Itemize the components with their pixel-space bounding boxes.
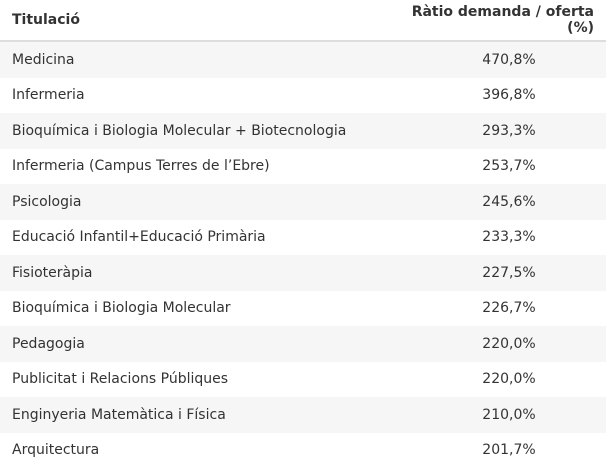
table-body: Medicina 470,8% Infermeria 396,8% Bioquí… (0, 41, 606, 468)
cell-titulacio: Fisioteràpia (0, 255, 384, 291)
table-row: Educació Infantil+Educació Primària 233,… (0, 220, 606, 256)
cell-titulacio: Pedagogia (0, 326, 384, 362)
table-header: Titulació Ràtio demanda / oferta (%) (0, 0, 606, 41)
header-titulacio: Titulació (0, 0, 384, 41)
cell-titulacio: Bioquímica i Biologia Molecular (0, 291, 384, 327)
cell-titulacio: Educació Infantil+Educació Primària (0, 220, 384, 256)
table-row: Bioquímica i Biologia Molecular + Biotec… (0, 113, 606, 149)
cell-titulacio: Psicologia (0, 184, 384, 220)
cell-ratio: 253,7% (384, 149, 606, 185)
cell-titulacio: Arquitectura (0, 433, 384, 468)
cell-ratio: 470,8% (384, 41, 606, 78)
table-row: Infermeria (Campus Terres de l’Ebre) 253… (0, 149, 606, 185)
cell-ratio: 227,5% (384, 255, 606, 291)
cell-ratio: 293,3% (384, 113, 606, 149)
table-row: Enginyeria Matemàtica i Física 210,0% (0, 397, 606, 433)
cell-ratio: 245,6% (384, 184, 606, 220)
cell-ratio: 220,0% (384, 362, 606, 398)
cell-ratio: 396,8% (384, 78, 606, 114)
header-ratio: Ràtio demanda / oferta (%) (384, 0, 606, 41)
cell-titulacio: Infermeria (Campus Terres de l’Ebre) (0, 149, 384, 185)
cell-ratio: 220,0% (384, 326, 606, 362)
cell-ratio: 210,0% (384, 397, 606, 433)
table-row: Infermeria 396,8% (0, 78, 606, 114)
table-row: Publicitat i Relacions Públiques 220,0% (0, 362, 606, 398)
header-row: Titulació Ràtio demanda / oferta (%) (0, 0, 606, 41)
cell-titulacio: Infermeria (0, 78, 384, 114)
table-row: Medicina 470,8% (0, 41, 606, 78)
cell-titulacio: Bioquímica i Biologia Molecular + Biotec… (0, 113, 384, 149)
table-row: Psicologia 245,6% (0, 184, 606, 220)
cell-ratio: 201,7% (384, 433, 606, 468)
table-row: Pedagogia 220,0% (0, 326, 606, 362)
cell-titulacio: Enginyeria Matemàtica i Física (0, 397, 384, 433)
table-row: Fisioteràpia 227,5% (0, 255, 606, 291)
table-row: Arquitectura 201,7% (0, 433, 606, 468)
cell-titulacio: Medicina (0, 41, 384, 78)
cell-titulacio: Publicitat i Relacions Públiques (0, 362, 384, 398)
table-row: Bioquímica i Biologia Molecular 226,7% (0, 291, 606, 327)
cell-ratio: 233,3% (384, 220, 606, 256)
cell-ratio: 226,7% (384, 291, 606, 327)
